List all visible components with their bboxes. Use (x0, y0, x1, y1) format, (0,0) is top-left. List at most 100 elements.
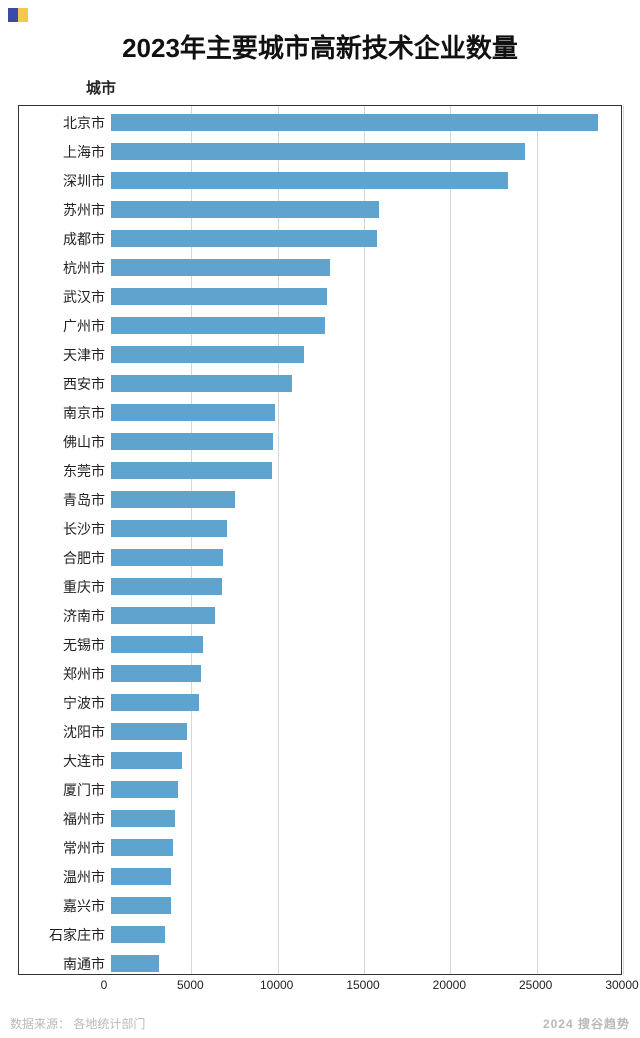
category-label: 郑州市 (19, 664, 111, 684)
category-label: 常州市 (19, 838, 111, 858)
bar (111, 346, 304, 362)
bar-track (111, 572, 621, 601)
bar (111, 172, 508, 188)
bar (111, 375, 292, 391)
category-label: 长沙市 (19, 519, 111, 539)
bar-row: 西安市 (19, 369, 621, 398)
category-label: 天津市 (19, 345, 111, 365)
bar-row: 天津市 (19, 340, 621, 369)
bar-row: 东莞市 (19, 456, 621, 485)
bar-track (111, 108, 621, 137)
category-label: 青岛市 (19, 490, 111, 510)
category-label: 东莞市 (19, 461, 111, 481)
bar (111, 781, 178, 797)
category-label: 杭州市 (19, 258, 111, 278)
category-label: 大连市 (19, 751, 111, 771)
bar-row: 宁波市 (19, 688, 621, 717)
bar-row: 上海市 (19, 137, 621, 166)
x-axis: 050001000015000200002500030000 (18, 975, 622, 997)
bar-track (111, 311, 621, 340)
bar-row: 合肥市 (19, 543, 621, 572)
bar-track (111, 485, 621, 514)
bar (111, 549, 223, 565)
category-label: 西安市 (19, 374, 111, 394)
bar-track (111, 717, 621, 746)
x-tick-label: 20000 (433, 978, 466, 992)
bar-row: 济南市 (19, 601, 621, 630)
bar-track (111, 224, 621, 253)
bar-track (111, 659, 621, 688)
bar-track (111, 282, 621, 311)
bar (111, 578, 222, 594)
bar-track (111, 543, 621, 572)
chart-area: 北京市上海市深圳市苏州市成都市杭州市武汉市广州市天津市西安市南京市佛山市东莞市青… (18, 105, 622, 997)
bar-row: 佛山市 (19, 427, 621, 456)
bar-track (111, 862, 621, 891)
bar (111, 752, 182, 768)
watermark-year: 2024 (543, 1017, 574, 1031)
bar-row: 福州市 (19, 804, 621, 833)
bar-row: 成都市 (19, 224, 621, 253)
category-label: 佛山市 (19, 432, 111, 452)
bar (111, 114, 598, 130)
category-label: 福州市 (19, 809, 111, 829)
category-label: 苏州市 (19, 200, 111, 220)
bar-track (111, 601, 621, 630)
bar-row: 重庆市 (19, 572, 621, 601)
bar-track (111, 427, 621, 456)
bar (111, 230, 377, 246)
bar-track (111, 166, 621, 195)
category-label: 重庆市 (19, 577, 111, 597)
bar (111, 317, 325, 333)
bar (111, 462, 272, 478)
bar-track (111, 630, 621, 659)
bar (111, 404, 275, 420)
x-tick-label: 5000 (177, 978, 204, 992)
bar-track (111, 369, 621, 398)
bar-row: 杭州市 (19, 253, 621, 282)
bars-container: 北京市上海市深圳市苏州市成都市杭州市武汉市广州市天津市西安市南京市佛山市东莞市青… (19, 106, 621, 978)
bar-row: 常州市 (19, 833, 621, 862)
bar-row: 武汉市 (19, 282, 621, 311)
bar-row: 北京市 (19, 108, 621, 137)
bar-track (111, 949, 621, 978)
bar-track (111, 833, 621, 862)
bar-track (111, 746, 621, 775)
bar (111, 201, 379, 217)
bar (111, 839, 173, 855)
bar-track (111, 137, 621, 166)
gridline (623, 106, 624, 974)
bar-row: 广州市 (19, 311, 621, 340)
bar (111, 607, 215, 623)
bar-row: 厦门市 (19, 775, 621, 804)
chart-frame: 北京市上海市深圳市苏州市成都市杭州市武汉市广州市天津市西安市南京市佛山市东莞市青… (18, 105, 622, 975)
bar-row: 苏州市 (19, 195, 621, 224)
bar-track (111, 775, 621, 804)
bar-row: 无锡市 (19, 630, 621, 659)
x-tick-label: 30000 (605, 978, 638, 992)
x-tick-label: 0 (101, 978, 108, 992)
source-label: 数据来源： (10, 1017, 70, 1031)
bar-track (111, 340, 621, 369)
bar-row: 温州市 (19, 862, 621, 891)
x-tick-label: 10000 (260, 978, 293, 992)
bar-row: 青岛市 (19, 485, 621, 514)
bar (111, 636, 203, 652)
category-label: 温州市 (19, 867, 111, 887)
bar (111, 520, 227, 536)
bar-track (111, 514, 621, 543)
y-axis-title-wrap: 城市 (0, 77, 640, 105)
y-axis-title: 城市 (86, 77, 116, 98)
chart-title: 2023年主要城市高新技术企业数量 (0, 0, 640, 65)
badge-block-2 (18, 8, 28, 22)
category-label: 无锡市 (19, 635, 111, 655)
bar-track (111, 804, 621, 833)
bar (111, 897, 171, 913)
bar-track (111, 688, 621, 717)
corner-badge (8, 8, 28, 22)
bar-track (111, 195, 621, 224)
watermark-text: 搜谷趋势 (578, 1017, 630, 1031)
bar-track (111, 920, 621, 949)
bar (111, 955, 159, 971)
category-label: 济南市 (19, 606, 111, 626)
